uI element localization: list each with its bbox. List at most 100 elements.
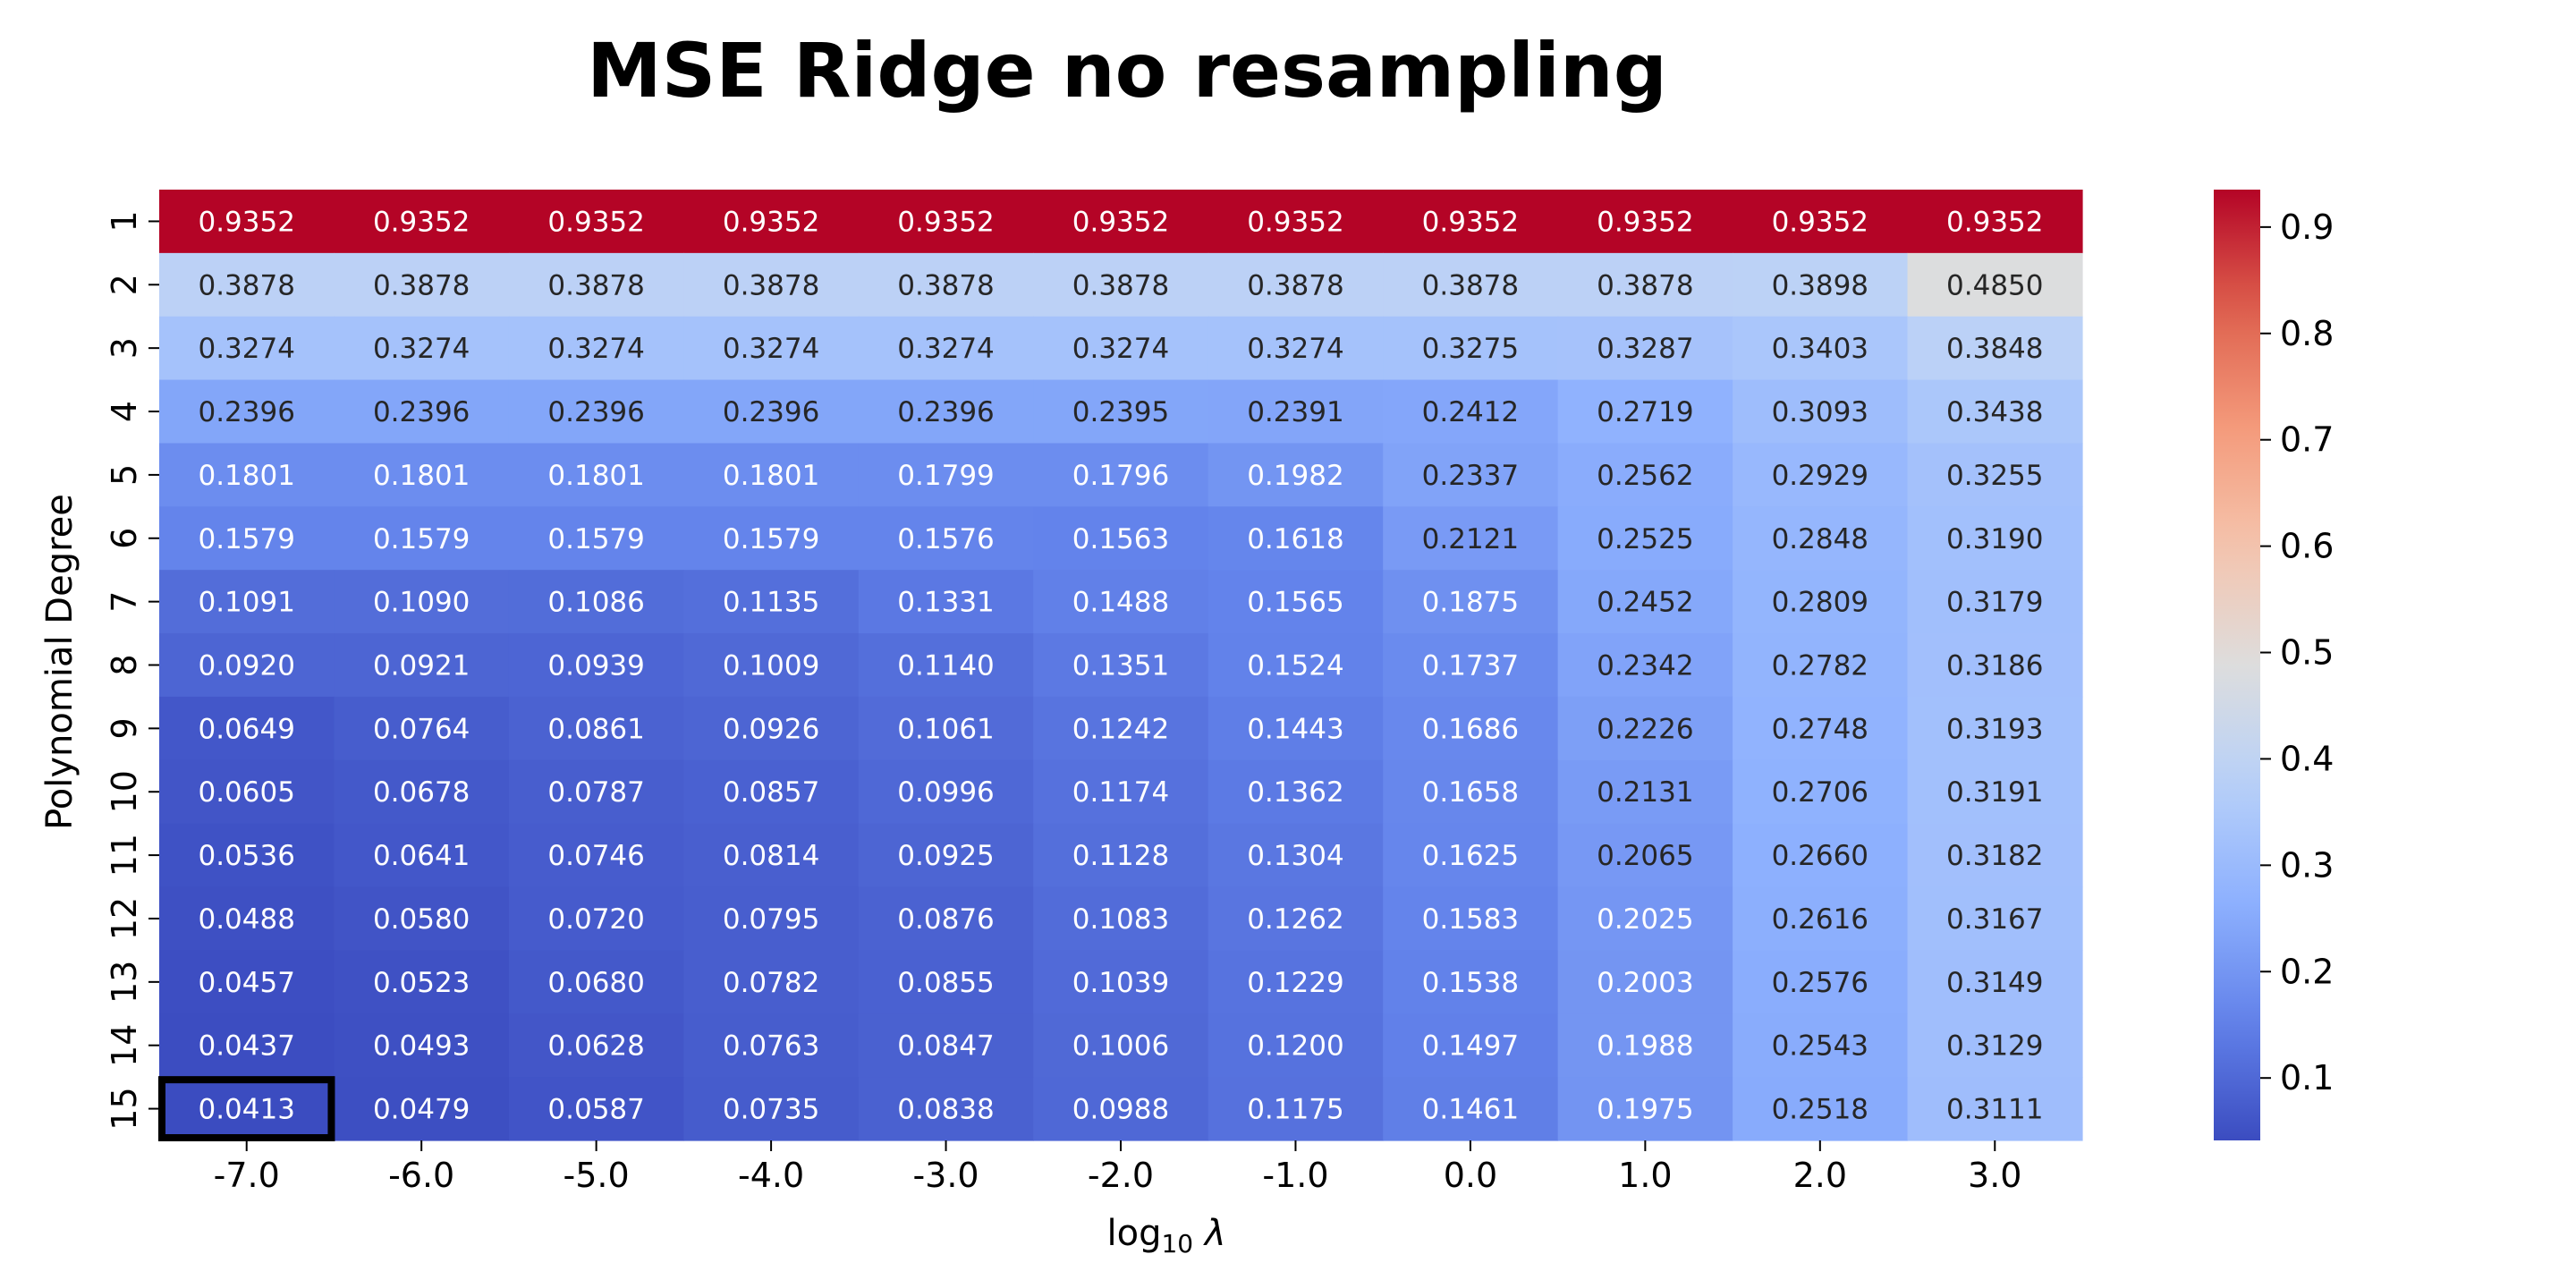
heatmap-cell <box>1557 252 1733 318</box>
cell-value-label: 0.0536 <box>198 840 294 872</box>
colorbar-tick-label: 0.9 <box>2280 208 2334 247</box>
heatmap-cell <box>508 379 684 445</box>
y-tick-label: 13 <box>105 961 144 1004</box>
heatmap-cell <box>1557 570 1733 634</box>
cell-value-label: 0.2452 <box>1597 587 1693 619</box>
heatmap-cell <box>1733 190 1909 254</box>
heatmap-cell <box>1557 506 1733 571</box>
heatmap-cell <box>1383 190 1559 254</box>
cell-value-label: 0.0988 <box>1072 1094 1169 1126</box>
heatmap-cell <box>858 1013 1034 1078</box>
heatmap-cell <box>683 696 860 761</box>
heatmap-cell <box>1733 886 1909 951</box>
heatmap-cell <box>1033 316 1209 381</box>
heatmap-cell <box>683 570 860 634</box>
heatmap-cell <box>159 696 335 761</box>
heatmap-cell <box>334 759 510 825</box>
heatmap-cell <box>334 316 510 381</box>
y-tick-label: 2 <box>105 274 144 295</box>
heatmap-cell <box>508 570 684 634</box>
heatmap-cell <box>1907 696 2083 761</box>
cell-value-label: 0.1497 <box>1422 1030 1519 1063</box>
heatmap-cell <box>1907 443 2083 507</box>
cell-value-label: 0.3878 <box>198 269 294 301</box>
heatmap-cell <box>683 823 860 888</box>
heatmap-cell <box>159 1013 335 1078</box>
cell-value-label: 0.0678 <box>373 776 470 809</box>
heatmap-cell <box>858 633 1034 698</box>
cell-value-label: 0.0861 <box>547 713 644 745</box>
heatmap-cell <box>1383 316 1559 381</box>
heatmap-cell <box>508 1013 684 1078</box>
heatmap-cell <box>1033 252 1209 318</box>
cell-value-label: 0.3129 <box>1946 1030 2043 1063</box>
x-tick-label: -7.0 <box>214 1156 280 1195</box>
heatmap-cell <box>683 506 860 571</box>
heatmap-cell <box>1557 1013 1733 1078</box>
cell-value-label: 0.2396 <box>897 396 994 428</box>
heatmap-cell <box>1383 570 1559 634</box>
cell-value-label: 0.3093 <box>1772 396 1868 428</box>
heatmap-cell <box>1033 759 1209 825</box>
heatmap-cell <box>508 823 684 888</box>
y-axis-label: Polynomial Degree <box>39 494 80 830</box>
heatmap-cell <box>1733 1077 1909 1141</box>
heatmap-cell <box>1557 190 1733 254</box>
heatmap-cell <box>683 316 860 381</box>
heatmap-cell <box>159 570 335 634</box>
cell-value-label: 0.3274 <box>198 333 294 365</box>
cell-value-label: 0.0925 <box>897 840 994 872</box>
cell-value-label: 0.3191 <box>1946 776 2043 809</box>
cell-value-label: 0.2848 <box>1772 523 1868 555</box>
cell-value-label: 0.0763 <box>723 1030 819 1063</box>
heatmap-cell <box>858 190 1034 254</box>
colorbar-bar <box>2214 190 2260 1140</box>
heatmap-cell <box>508 443 684 507</box>
heatmap-cell <box>858 696 1034 761</box>
heatmap-cell <box>1557 1077 1733 1141</box>
cell-value-label: 0.9352 <box>1772 206 1868 238</box>
cell-value-label: 0.1006 <box>1072 1030 1169 1063</box>
x-axis-label-symbol: λ <box>1193 1213 1225 1254</box>
y-tick-label: 4 <box>105 401 144 422</box>
x-tick-label: -5.0 <box>564 1156 630 1195</box>
heatmap-cell <box>1557 759 1733 825</box>
heatmap-cell <box>334 823 510 888</box>
heatmap-cell <box>334 950 510 1014</box>
heatmap-cell <box>858 570 1034 634</box>
heatmap-cell <box>1383 823 1559 888</box>
heatmap-cell <box>334 190 510 254</box>
cell-value-label: 0.9352 <box>1072 206 1169 238</box>
cell-value-label: 0.0413 <box>198 1094 294 1126</box>
y-tick-label: 12 <box>105 897 144 940</box>
cell-value-label: 0.9352 <box>373 206 470 238</box>
colorbar-tick-label: 0.6 <box>2280 527 2334 566</box>
cell-value-label: 0.3255 <box>1946 460 2043 492</box>
cell-value-label: 0.2065 <box>1597 840 1693 872</box>
cell-value-label: 0.0996 <box>897 776 994 809</box>
heatmap-cell <box>1557 633 1733 698</box>
heatmap-cell-labels: 0.9352 0.9352 0.9352 0.9352 0.9352 0.9352 0.93… <box>198 206 2043 1125</box>
heatmap-cell <box>1907 633 2083 698</box>
cell-value-label: 0.0580 <box>373 903 470 936</box>
cell-value-label: 0.1579 <box>198 523 294 555</box>
heatmap-cell <box>334 696 510 761</box>
heatmap-cell <box>1557 886 1733 951</box>
heatmap-cell <box>1557 823 1733 888</box>
heatmap-cell <box>508 950 684 1014</box>
cell-value-label: 0.3287 <box>1597 333 1693 365</box>
cell-value-label: 0.1086 <box>547 587 644 619</box>
heatmap-cell <box>1033 190 1209 254</box>
heatmap-cell <box>1033 570 1209 634</box>
cell-value-label: 0.0926 <box>723 713 819 745</box>
cell-value-label: 0.1801 <box>198 460 294 492</box>
heatmap-cell <box>1383 443 1559 507</box>
heatmap-cell <box>1907 379 2083 445</box>
cell-value-label: 0.1083 <box>1072 903 1169 936</box>
cell-value-label: 0.1061 <box>897 713 994 745</box>
heatmap-cell <box>1033 506 1209 571</box>
cell-value-label: 0.3274 <box>723 333 819 365</box>
colorbar: 0.1 0.2 0.3 0.4 0.5 0.6 0.7 0.8 0.9 <box>2214 190 2334 1140</box>
heatmap-cell <box>508 506 684 571</box>
x-tick-label: 3.0 <box>1968 1156 2021 1195</box>
